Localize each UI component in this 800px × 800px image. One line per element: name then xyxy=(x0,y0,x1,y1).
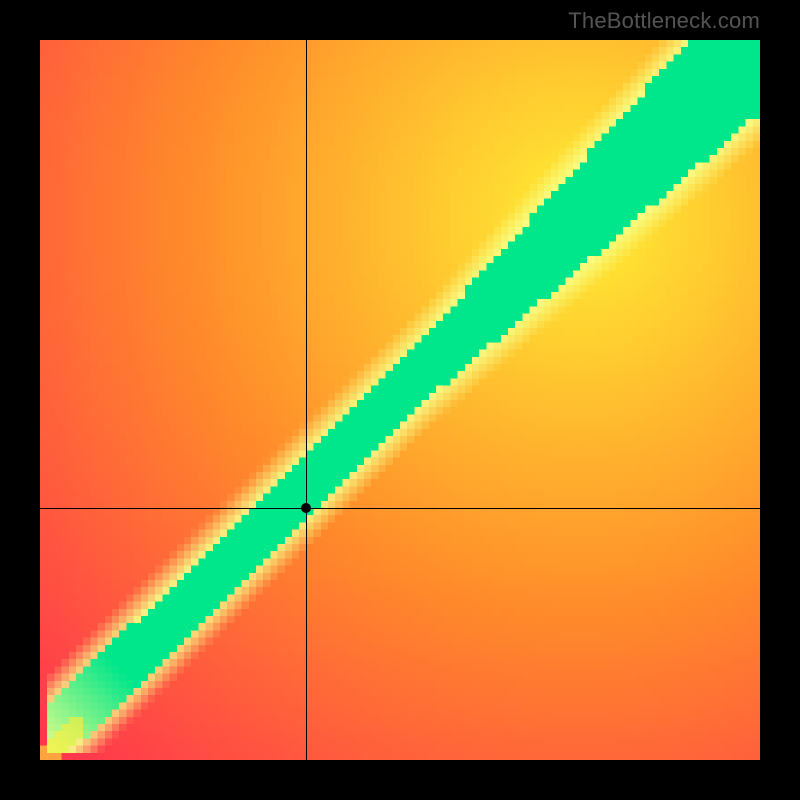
watermark-text: TheBottleneck.com xyxy=(568,8,760,34)
crosshair-horizontal xyxy=(40,508,760,509)
bottleneck-heatmap xyxy=(40,40,760,760)
crosshair-vertical xyxy=(306,40,307,760)
plot-container xyxy=(40,40,760,760)
